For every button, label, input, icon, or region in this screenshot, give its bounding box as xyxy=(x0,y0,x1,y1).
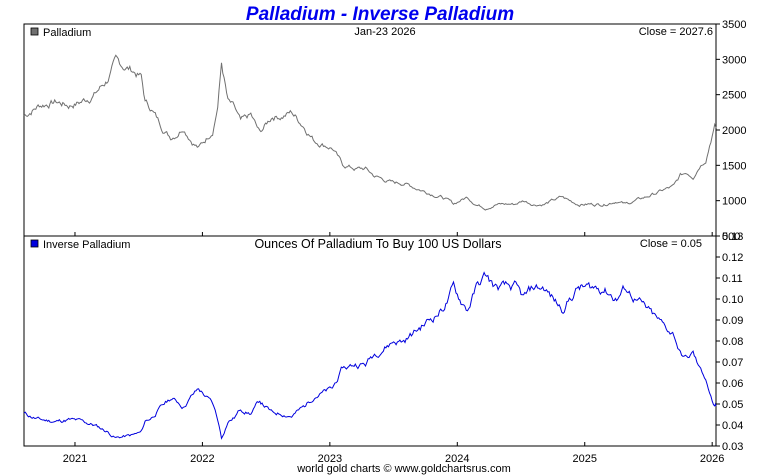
x-tick-label: 2023 xyxy=(318,453,342,465)
palladium-y-tick-label: 1000 xyxy=(722,196,746,208)
palladium-y-tick-label: 1500 xyxy=(722,160,746,172)
palladium-panel: 500 1000 1500 2000 2500 3000 3500 Palladium Ja… xyxy=(23,19,746,243)
inverse-y-tick-label: 0.09 xyxy=(722,315,743,327)
x-axis-labels: 2021 2022 2023 2024 2025 2026 xyxy=(63,453,725,465)
inverse-y-tick-label: 0.11 xyxy=(722,273,743,285)
inverse-y-tick-label: 0.10 xyxy=(722,294,743,306)
inverse-y-tick-label: 0.03 xyxy=(722,441,743,453)
palladium-x-grid xyxy=(74,232,713,236)
x-tick-label: 2024 xyxy=(445,453,469,465)
palladium-date-label: Jan-23 2026 xyxy=(354,26,415,38)
palladium-close-label: Close = 2027.6 xyxy=(639,26,713,38)
inverse-y-tick-label: 0.12 xyxy=(722,252,743,264)
palladium-legend-swatch xyxy=(30,27,39,36)
palladium-y-tick-label: 500 xyxy=(722,231,740,243)
x-tick-label: 2022 xyxy=(190,453,214,465)
palladium-y-tick-label: 3500 xyxy=(722,19,746,31)
inverse-panel: 0.03 0.04 0.05 0.06 0.07 0.08 0.09 0.10 0.11 0.12… xyxy=(23,231,743,453)
x-tick-label: 2025 xyxy=(572,453,596,465)
palladium-plot-frame xyxy=(23,23,717,237)
inverse-y-tick-label: 0.07 xyxy=(722,357,743,369)
palladium-y-tick-label: 3000 xyxy=(722,54,746,66)
palladium-legend-label: Palladium xyxy=(43,27,91,39)
inverse-y-tick-label: 0.13 xyxy=(722,231,743,243)
inverse-y-tick-label: 0.04 xyxy=(722,420,743,432)
inverse-legend-swatch xyxy=(30,239,39,248)
chart-title: Palladium - Inverse Palladium xyxy=(246,4,514,25)
inverse-palladium-line xyxy=(23,271,717,440)
palladium-y-tick-label: 2500 xyxy=(722,90,746,102)
inverse-y-tick-label: 0.06 xyxy=(722,378,743,390)
inverse-subtitle: Ounces Of Palladium To Buy 100 US Dollar… xyxy=(254,237,501,251)
palladium-price-line xyxy=(23,54,717,211)
footer-credit: world gold charts © www.goldchartsrus.co… xyxy=(296,463,511,475)
inverse-y-tick-label: 0.08 xyxy=(722,336,743,348)
x-tick-label: 2021 xyxy=(63,453,87,465)
palladium-y-tick-label: 2000 xyxy=(722,125,746,137)
inverse-y-tick-label: 0.05 xyxy=(722,399,743,411)
inverse-plot-frame xyxy=(23,235,717,447)
palladium-y-axis: 500 1000 1500 2000 2500 3000 3500 xyxy=(716,19,746,243)
inverse-x-grid xyxy=(74,442,713,446)
x-tick-label: 2026 xyxy=(700,453,724,465)
inverse-close-label: Close = 0.05 xyxy=(640,238,702,250)
inverse-legend-label: Inverse Palladium xyxy=(43,239,130,251)
inverse-y-axis: 0.03 0.04 0.05 0.06 0.07 0.08 0.09 0.10 0.11 0.12… xyxy=(716,231,743,453)
